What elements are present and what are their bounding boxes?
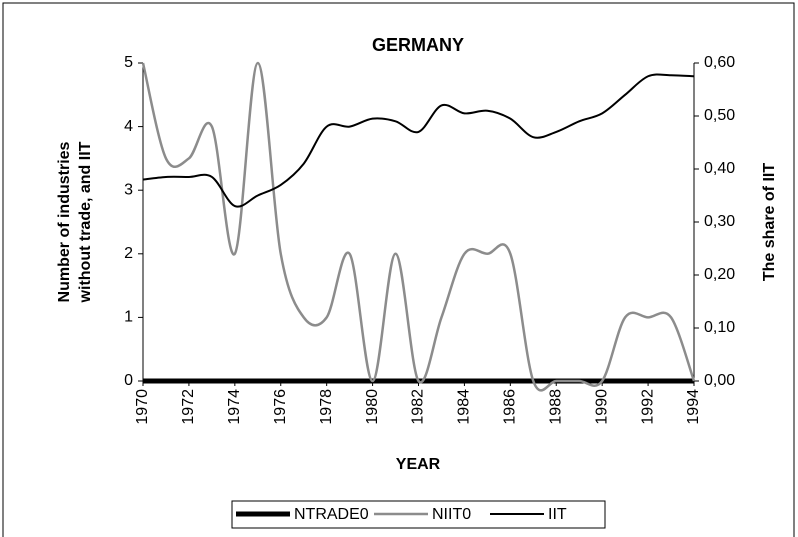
chart-title: GERMANY — [372, 35, 464, 55]
legend-label: NIIT0 — [432, 506, 471, 523]
legend-label: IIT — [548, 506, 567, 523]
x-tick-label: 1988 — [547, 389, 564, 425]
x-tick-label: 1972 — [180, 389, 197, 425]
y-tick-label: 5 — [124, 54, 133, 71]
x-tick-label: 1974 — [226, 389, 243, 425]
legend-label: NTRADE0 — [294, 506, 369, 523]
x-tick-label: 1976 — [272, 389, 289, 425]
y-tick-label: 2 — [124, 245, 133, 262]
x-tick-label: 1984 — [456, 389, 473, 425]
y-axis-label: without trade, and IIT — [77, 141, 94, 303]
x-tick-label: 1994 — [685, 389, 702, 425]
x-tick-label: 1980 — [364, 389, 381, 425]
y-tick-label: 0 — [124, 372, 133, 389]
x-tick-label: 1986 — [502, 389, 519, 425]
y2-tick-label: 0,50 — [704, 107, 735, 124]
y2-axis-label: The share of IIT — [761, 163, 778, 281]
y2-tick-label: 0,00 — [704, 372, 735, 389]
series-line — [142, 73, 695, 208]
x-tick-label: 1982 — [410, 389, 427, 425]
x-axis-label: YEAR — [396, 456, 441, 473]
y2-tick-label: 0,30 — [704, 213, 735, 230]
series-line — [141, 61, 696, 392]
x-tick-label: 1978 — [318, 389, 335, 425]
x-tick-label: 1990 — [593, 389, 610, 425]
y-tick-label: 3 — [124, 181, 133, 198]
x-tick-label: 1992 — [639, 389, 656, 425]
y2-tick-label: 0,60 — [704, 54, 735, 71]
y-axis-label: Number of industries — [56, 141, 73, 302]
y-tick-label: 4 — [124, 118, 133, 135]
x-tick-label: 1970 — [134, 389, 151, 425]
y2-tick-label: 0,20 — [704, 266, 735, 283]
y-tick-label: 1 — [124, 309, 133, 326]
y2-tick-label: 0,10 — [704, 319, 735, 336]
y2-tick-label: 0,40 — [704, 160, 735, 177]
